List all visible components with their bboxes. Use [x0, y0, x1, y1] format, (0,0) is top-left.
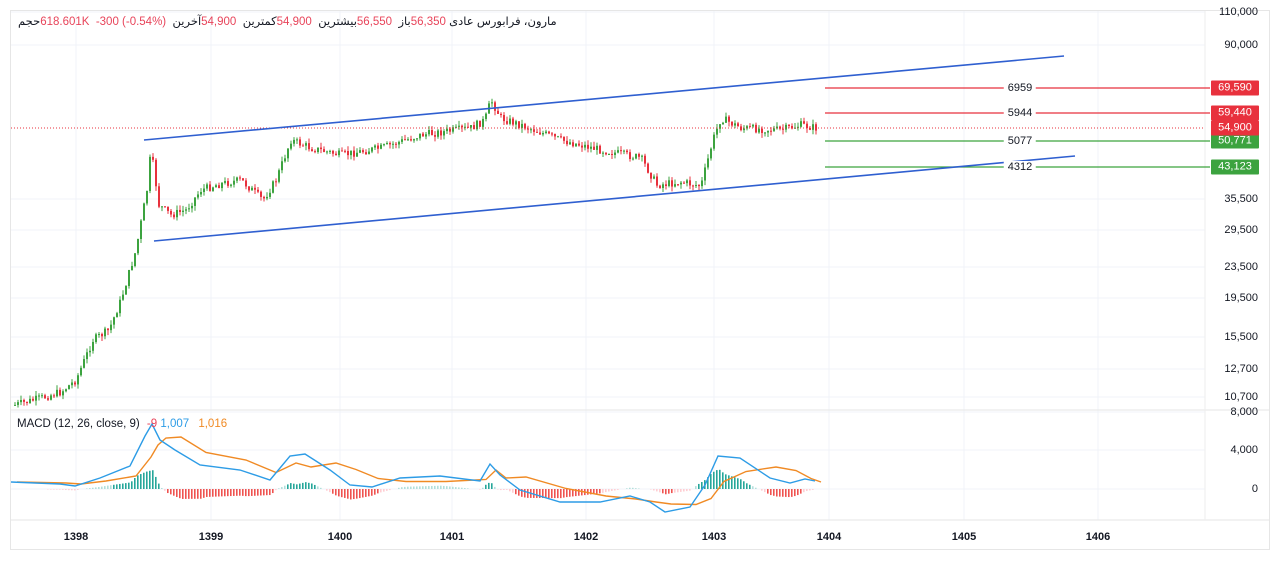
volume-value: 618.601K	[40, 16, 90, 28]
macd-pane	[10, 422, 822, 513]
price-tick-label: 10,700	[1224, 391, 1258, 403]
time-tick-label: 1405	[951, 531, 977, 543]
close-value: 54,900	[201, 16, 237, 28]
macd-tick-label: 4,000	[1230, 444, 1258, 456]
change-value: -300 (-0.54%)	[95, 16, 167, 28]
level-price-badge: 69,590	[1211, 80, 1259, 96]
price-tick-label: 35,500	[1224, 193, 1258, 205]
high-label: بیشترین	[318, 16, 357, 28]
chart-frame	[10, 10, 1270, 550]
high-value: 56,550	[356, 16, 393, 28]
time-tick-label: 1398	[63, 531, 89, 543]
symbol-name: مارون، فرابورس عادی	[449, 16, 557, 28]
macd-line-value: 1,007	[160, 418, 190, 430]
level-label[interactable]: 6959	[1003, 82, 1037, 94]
price-levels	[825, 87, 1210, 168]
price-tick-label: 15,500	[1224, 331, 1258, 343]
price-tick-label: 90,000	[1224, 39, 1258, 51]
macd-legend[interactable]: MACD (12, 26, close, 9) -9 1,007 1,016	[17, 418, 227, 430]
level-label[interactable]: 5944	[1003, 107, 1037, 119]
macd-tick-label: 0	[1251, 483, 1258, 495]
time-tick-label: 1399	[198, 531, 224, 543]
macd-tick-label: 8,000	[1230, 406, 1258, 418]
level-price-badge: 50,771	[1211, 133, 1259, 149]
close-label: آخرین	[172, 16, 202, 28]
volume-label: حجم	[18, 16, 41, 28]
low-label: کمترین	[242, 16, 277, 28]
time-tick-label: 1400	[327, 531, 353, 543]
time-tick-label: 1404	[816, 531, 842, 543]
price-tick-label: 29,500	[1224, 224, 1258, 236]
price-tick-label: 110,000	[1219, 6, 1258, 18]
level-price-badge: 43,123	[1211, 159, 1259, 175]
grid-lines	[11, 11, 1269, 521]
time-tick-label: 1401	[439, 531, 465, 543]
level-price-badge: 59,440	[1211, 105, 1259, 121]
price-tick-label: 19,500	[1224, 292, 1258, 304]
channel-trendlines	[143, 55, 1076, 242]
time-tick-label: 1403	[701, 531, 727, 543]
ohlc-legend: مارون، فرابورس عادی 56,350باز 56,550بیشت…	[18, 14, 557, 28]
time-tick-label: 1402	[573, 531, 599, 543]
price-tick-label: 23,500	[1224, 261, 1258, 273]
last-price-badge: 54,900	[1211, 120, 1259, 136]
level-label[interactable]: 5077	[1003, 135, 1037, 147]
open-label: باز	[398, 16, 411, 28]
open-value: 56,350	[410, 16, 446, 28]
macd-histogram-value: -9	[146, 418, 158, 430]
low-value: 54,900	[276, 16, 312, 28]
price-candles	[11, 98, 1205, 408]
time-tick-label: 1406	[1085, 531, 1111, 543]
macd-signal-value: 1,016	[198, 418, 228, 430]
level-label[interactable]: 4312	[1003, 161, 1037, 173]
macd-title: MACD (12, 26, close, 9)	[17, 418, 140, 430]
price-tick-label: 12,700	[1224, 363, 1258, 375]
